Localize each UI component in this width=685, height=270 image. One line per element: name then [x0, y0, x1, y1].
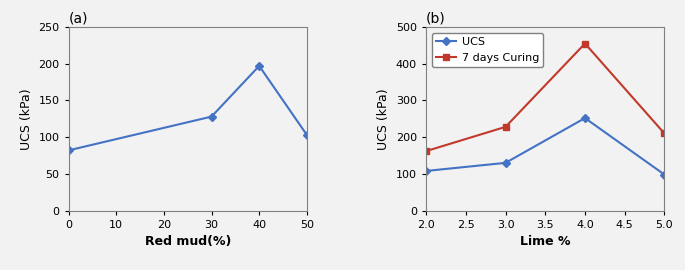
Y-axis label: UCS (kPa): UCS (kPa) — [20, 88, 33, 150]
X-axis label: Lime %: Lime % — [520, 235, 571, 248]
Line: UCS: UCS — [423, 115, 667, 177]
Legend: UCS, 7 days Curing: UCS, 7 days Curing — [432, 33, 543, 67]
Y-axis label: UCS (kPa): UCS (kPa) — [377, 88, 390, 150]
Text: (b): (b) — [426, 12, 446, 26]
UCS — [581, 116, 589, 120]
UCS — [660, 173, 669, 176]
Line: 7 days Curing: 7 days Curing — [423, 41, 667, 154]
7 days Curing — [660, 132, 669, 135]
UCS — [422, 169, 430, 173]
X-axis label: Red mud(%): Red mud(%) — [145, 235, 231, 248]
Text: (a): (a) — [68, 12, 88, 26]
7 days Curing — [501, 125, 510, 129]
7 days Curing — [581, 42, 589, 45]
UCS — [501, 161, 510, 164]
7 days Curing — [422, 150, 430, 153]
